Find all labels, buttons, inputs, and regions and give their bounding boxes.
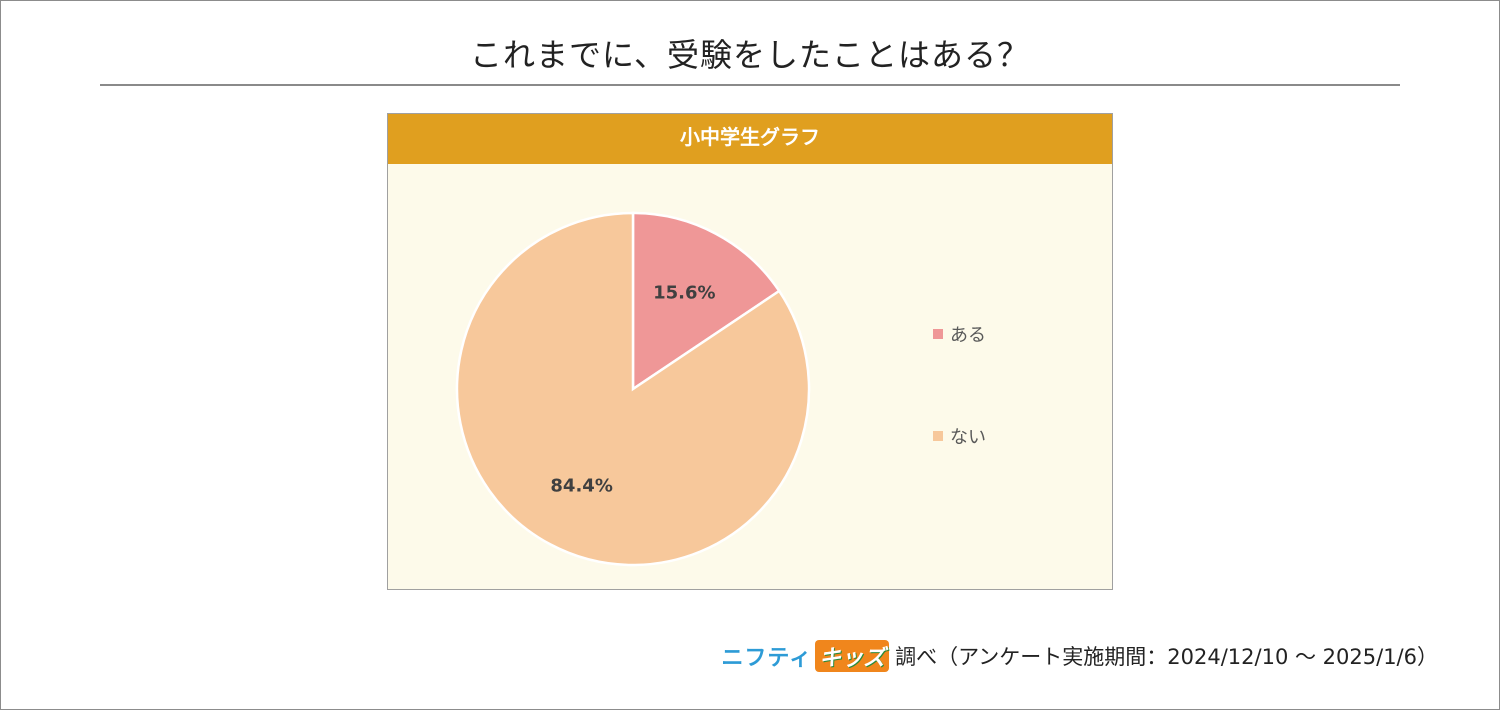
brand-logo: ニフティ キッズ [721,640,890,672]
legend-item-aru: ある [933,321,986,347]
footer-survey-text: 調べ（アンケート実施期間：2024/12/10 ～ 2025/1/6） [895,645,1438,669]
legend-label-nai: ない [950,427,986,448]
pie-data-label-1: 84.4% [550,475,612,496]
title-divider [100,84,1400,86]
brand-logo-part1: ニフティ [721,646,813,671]
legend-swatch-nai [933,431,943,441]
footer-source: ニフティ キッズ 調べ（アンケート実施期間：2024/12/10 ～ 2025/… [721,640,1438,672]
legend-swatch-aru [933,329,943,339]
legend-label-aru: ある [950,325,986,346]
page-title: これまでに、受験をしたことはある？ [469,36,1031,74]
chart-panel: 小中学生グラフ 15.6% 84.4% ある ない [387,113,1113,590]
pie-slice-0 [631,211,781,392]
chart-title: 小中学生グラフ [388,114,1112,164]
pie-slice-1 [455,211,811,567]
brand-logo-part2: キッズ [815,640,890,672]
pie-chart: 15.6% 84.4% [455,211,811,567]
legend-item-nai: ない [933,423,986,449]
pie-data-label-0: 15.6% [653,283,715,304]
